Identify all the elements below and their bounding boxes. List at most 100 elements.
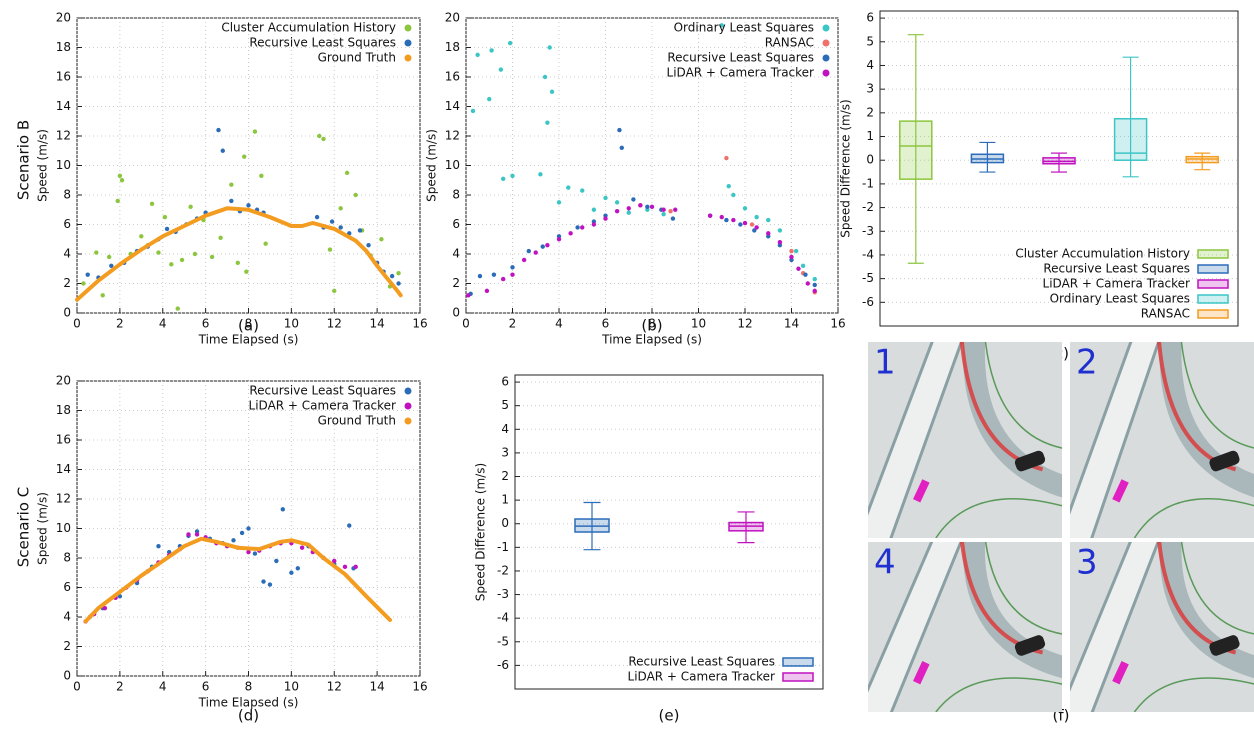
- legend-swatch: [1198, 280, 1228, 288]
- data-point: [86, 272, 90, 276]
- data-point: [242, 154, 246, 158]
- data-point: [345, 171, 349, 175]
- row-label: Scenario C: [15, 487, 33, 567]
- y-tick-label: 5: [866, 34, 874, 48]
- data-point: [244, 270, 248, 274]
- data-point: [330, 219, 334, 223]
- x-tick-label: 6: [602, 317, 610, 331]
- y-tick-label: 14: [56, 99, 71, 113]
- data-point: [139, 234, 143, 238]
- data-point: [176, 306, 180, 310]
- y-tick-label: 2: [63, 276, 71, 290]
- data-point: [317, 134, 321, 138]
- data-point: [541, 244, 545, 248]
- series-line: [86, 539, 390, 622]
- data-point: [261, 579, 265, 583]
- data-point: [246, 203, 250, 207]
- x-tick-label: 4: [159, 680, 167, 694]
- data-point: [731, 193, 735, 197]
- y-tick-label: 10: [56, 158, 71, 172]
- data-point: [296, 566, 300, 570]
- data-point: [638, 203, 642, 207]
- legend-label: RANSAC: [1141, 307, 1190, 321]
- y-tick-label: 0: [866, 153, 874, 167]
- data-point: [550, 90, 554, 94]
- data-point: [750, 222, 754, 226]
- legend-label: LiDAR + Camera Tracker: [249, 399, 397, 413]
- data-point: [720, 215, 724, 219]
- data-point: [801, 264, 805, 268]
- data-point: [803, 272, 807, 276]
- data-point: [390, 274, 394, 278]
- y-tick-label: -1: [862, 176, 874, 190]
- y-tick-label: 20: [56, 11, 71, 25]
- data-point: [580, 188, 584, 192]
- y-tick-label: 20: [445, 11, 460, 25]
- data-point: [627, 211, 631, 215]
- data-point: [789, 255, 793, 259]
- x-tick-label: 10: [284, 317, 299, 331]
- data-point: [501, 177, 505, 181]
- data-point: [332, 289, 336, 293]
- data-point: [195, 532, 199, 536]
- x-tick-label: 14: [369, 680, 384, 694]
- data-point: [253, 551, 257, 555]
- legend-swatch: [1198, 295, 1228, 303]
- data-point: [489, 48, 493, 52]
- y-tick-label: 16: [56, 70, 71, 84]
- data-point: [478, 274, 482, 278]
- data-point: [150, 202, 154, 206]
- x-tick-label: 4: [555, 317, 563, 331]
- panel-caption: (e): [659, 707, 680, 725]
- data-point: [592, 222, 596, 226]
- legend-label: Cluster Accumulation History: [1015, 247, 1190, 261]
- y-tick-label: 4: [501, 422, 509, 436]
- data-point: [778, 240, 782, 244]
- data-point: [221, 149, 225, 153]
- data-point: [724, 218, 728, 222]
- frame-number: 1: [874, 343, 896, 383]
- x-tick-label: 8: [245, 680, 253, 694]
- data-point: [580, 225, 584, 229]
- x-tick-label: 12: [327, 680, 342, 694]
- data-point: [353, 565, 357, 569]
- panel-caption: (a): [238, 317, 259, 335]
- y-tick-label: 10: [445, 158, 460, 172]
- y-tick-label: -4: [497, 611, 509, 625]
- data-point: [501, 277, 505, 281]
- legend-label: Recursive Least Squares: [667, 51, 814, 65]
- panel-caption: (b): [641, 317, 662, 335]
- y-tick-label: -6: [497, 658, 509, 672]
- data-point: [743, 221, 747, 225]
- x-tick-label: 14: [784, 317, 799, 331]
- data-point: [246, 526, 250, 530]
- image-frame: 2: [1060, 332, 1254, 548]
- x-axis-label: Time Elapsed (s): [601, 333, 702, 347]
- y-tick-label: 12: [56, 492, 71, 506]
- image-frame: 1: [858, 332, 1072, 548]
- data-point: [218, 236, 222, 240]
- x-tick-label: 14: [369, 317, 384, 331]
- y-tick-label: 2: [501, 469, 509, 483]
- data-point: [510, 174, 514, 178]
- y-tick-label: 16: [56, 433, 71, 447]
- data-point: [727, 184, 731, 188]
- y-tick-label: 6: [452, 217, 460, 231]
- data-point: [471, 109, 475, 113]
- data-point: [766, 231, 770, 235]
- y-tick-label: 14: [56, 462, 71, 476]
- y-tick-label: 8: [63, 551, 71, 565]
- data-point: [263, 241, 267, 245]
- y-tick-label: 8: [452, 188, 460, 202]
- image-frame: 3: [1060, 532, 1254, 722]
- data-point: [738, 222, 742, 226]
- data-point: [668, 209, 672, 213]
- data-point: [466, 293, 470, 297]
- data-point: [806, 281, 810, 285]
- y-tick-label: 12: [56, 129, 71, 143]
- data-point: [645, 205, 649, 209]
- data-point: [661, 212, 665, 216]
- legend-marker: [405, 418, 412, 425]
- y-tick-label: -4: [862, 247, 874, 261]
- data-point: [743, 206, 747, 210]
